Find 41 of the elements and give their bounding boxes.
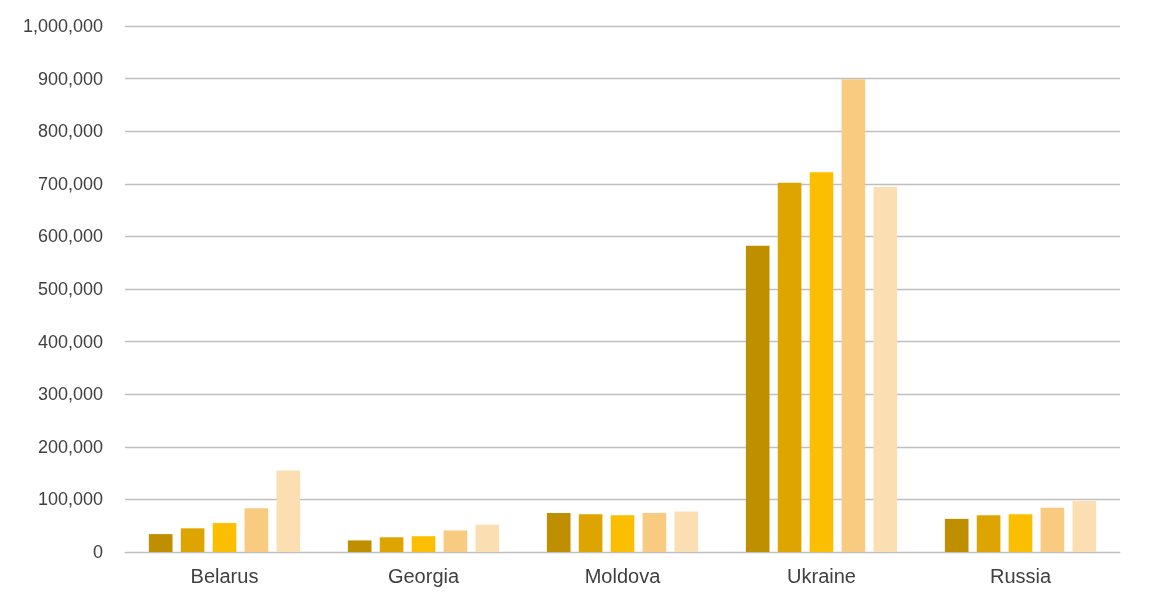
bar [841,79,866,552]
bar [148,534,173,552]
bar [411,536,436,552]
bar [777,182,802,552]
bar [873,186,898,552]
bar [1008,514,1033,552]
x-tick-label: Russia [989,565,1052,587]
y-tick-label: 0 [92,542,103,562]
x-tick-label: Ukraine [787,565,856,587]
bar [944,518,969,552]
bar [642,513,667,552]
y-tick-label: 200,000 [37,436,103,457]
y-tick-label: 800,000 [37,121,103,142]
bar [809,172,834,552]
bar [976,515,1001,552]
y-tick-label: 300,000 [37,384,103,405]
x-tick-label: Belarus [190,565,259,587]
x-tick-label: Georgia [387,565,460,587]
bar [379,537,404,552]
y-tick-label: 700,000 [37,173,103,194]
y-tick-label: 100,000 [37,489,103,510]
bar [610,515,635,552]
bar [578,514,603,552]
bar [1072,500,1097,552]
bar [475,524,500,552]
bar [745,245,770,552]
bar [347,540,372,552]
bar [180,528,205,552]
bar [276,470,301,552]
y-tick-label: 1,000,000 [22,16,103,36]
bar [212,523,237,552]
bar [1040,507,1065,552]
y-tick-label: 400,000 [37,331,103,352]
bar [674,511,699,552]
bar [244,508,269,552]
bar [546,513,571,552]
x-tick-label: Moldova [584,565,662,587]
y-tick-label: 500,000 [37,279,103,299]
bar [443,530,468,552]
y-tick-label: 600,000 [37,226,103,247]
y-tick-label: 900,000 [37,68,103,89]
